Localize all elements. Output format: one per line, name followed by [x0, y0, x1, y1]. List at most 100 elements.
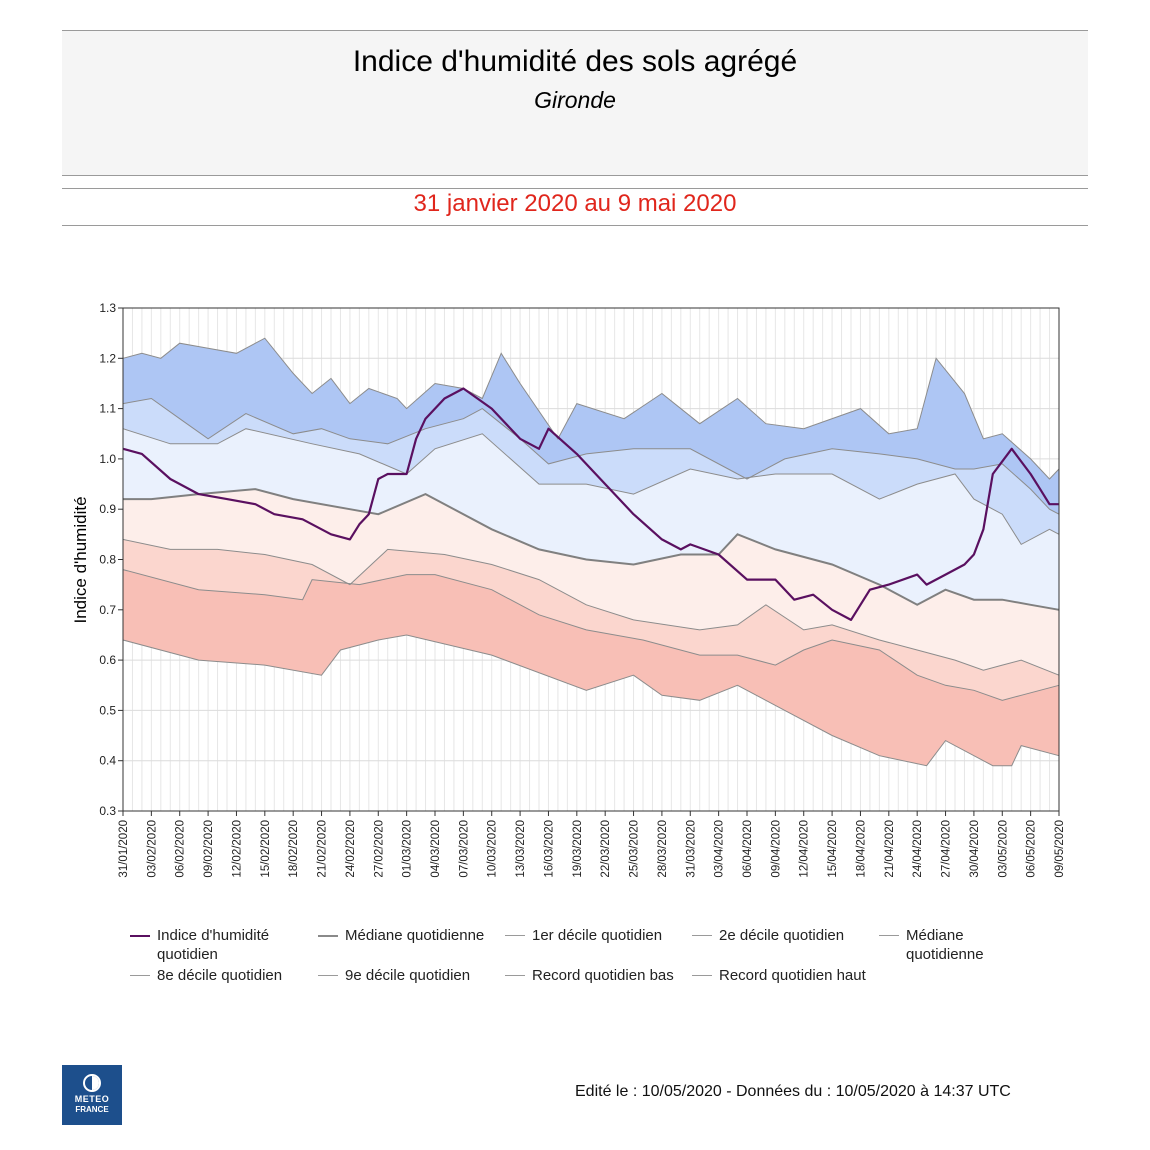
x-tick-label: 24/04/2020	[912, 820, 924, 878]
legend-label: Record quotidien haut	[719, 967, 866, 984]
y-tick-label: 0.9	[99, 502, 116, 516]
x-tick-label: 16/03/2020	[544, 820, 556, 878]
x-tick-label: 12/04/2020	[799, 820, 811, 878]
y-axis-label: Indice d'humidité	[71, 496, 90, 623]
x-tick-label: 15/02/2020	[260, 820, 272, 878]
x-tick-label: 18/04/2020	[856, 820, 868, 878]
meteo-france-logo: METEO FRANCE	[62, 1065, 122, 1125]
band-d2-median	[123, 489, 1059, 676]
x-tick-label: 03/04/2020	[714, 820, 726, 878]
line-median	[123, 488, 1060, 611]
x-tick-label: 09/02/2020	[203, 820, 215, 878]
x-tick-label: 15/04/2020	[827, 820, 839, 878]
legend: Indice d'humidité quotidien Médiane quoti…	[130, 926, 1130, 1016]
line-d2	[122, 538, 1060, 676]
legend-label: 1er décile quotidien	[532, 927, 663, 944]
legend-swatch	[318, 975, 338, 976]
band-median-d8	[123, 428, 1059, 610]
legend-item: Médiane quotidienne	[879, 926, 1009, 964]
legend-item: 2e décile quotidien	[692, 926, 872, 945]
line-d1	[122, 569, 1060, 701]
line-d9	[122, 397, 1060, 515]
chart-title: Indice d'humidité des sols agrégé	[352, 45, 798, 78]
x-tick-label: 06/05/2020	[1026, 820, 1038, 878]
legend-label: Médiane quotidienne	[345, 927, 485, 944]
legend-label: Record quotidien bas	[532, 967, 674, 984]
legend-swatch	[692, 975, 712, 976]
legend-swatch	[318, 935, 338, 937]
line-record_low	[122, 634, 1060, 767]
x-tick-label: 27/02/2020	[373, 820, 385, 878]
legend-item: 1er décile quotidien	[505, 926, 685, 945]
divider	[62, 225, 1088, 226]
legend-item: 8e décile quotidien	[130, 966, 310, 985]
chart-subtitle: Gironde	[534, 87, 616, 113]
legend-swatch	[505, 975, 525, 976]
y-tick-label: 0.7	[99, 603, 116, 617]
x-tick-label: 09/05/2020	[1054, 820, 1066, 878]
band-d9-record-high	[123, 338, 1059, 515]
x-tick-label: 13/03/2020	[515, 820, 527, 878]
legend-item: Indice d'humidité quotidien	[130, 926, 310, 964]
logo-text-line1: METEO	[74, 1094, 110, 1104]
y-tick-label: 0.5	[99, 703, 116, 717]
x-tick-label: 01/03/2020	[402, 820, 414, 878]
x-tick-label: 27/04/2020	[941, 820, 953, 878]
band-record-low-d1	[123, 569, 1059, 766]
y-tick-label: 1.1	[99, 402, 116, 416]
y-tick-label: 0.8	[99, 553, 116, 567]
x-tick-label: 06/04/2020	[742, 820, 754, 878]
y-tick-label: 1.0	[99, 452, 116, 466]
x-tick-label: 21/04/2020	[884, 820, 896, 878]
legend-label: Indice d'humidité quotidien	[157, 927, 270, 963]
divider	[62, 188, 1088, 189]
line-record_high	[122, 337, 1060, 480]
x-tick-label: 03/05/2020	[997, 820, 1009, 878]
title-panel: Indice d'humidité des sols agrégé Girond…	[62, 30, 1088, 176]
edition-footer: Edité le : 10/05/2020 - Données du : 10/…	[575, 1083, 1011, 1100]
line-d8	[122, 428, 1060, 546]
x-tick-label: 10/03/2020	[487, 820, 499, 878]
x-tick-label: 24/02/2020	[345, 820, 357, 878]
y-tick-label: 0.4	[99, 754, 116, 768]
axes: 0.3 0.4 0.5 0.6 0.7 0.8 0.9 1.0 1.1 1.2 1.3 31/01/2…	[99, 301, 1066, 878]
line-moisture-index	[122, 387, 1059, 621]
band-d1-d2	[123, 539, 1059, 701]
legend-item: 9e décile quotidien	[318, 966, 498, 985]
legend-swatch	[130, 935, 150, 937]
y-tick-label: 1.3	[99, 301, 116, 315]
logo-text-line2: FRANCE	[75, 1105, 109, 1114]
x-tick-label: 03/02/2020	[146, 820, 158, 878]
x-tick-label: 31/01/2020	[118, 820, 130, 878]
legend-label: 8e décile quotidien	[157, 967, 283, 984]
legend-item: Record quotidien haut	[692, 966, 872, 985]
x-tick-label: 21/02/2020	[317, 820, 329, 878]
x-tick-label: 25/03/2020	[629, 820, 641, 878]
y-tick-label: 1.2	[99, 351, 116, 365]
legend-swatch	[130, 975, 150, 976]
legend-swatch	[505, 935, 525, 936]
x-tick-label: 28/03/2020	[657, 820, 669, 878]
band-d8-d9	[123, 398, 1059, 545]
x-tick-label: 19/03/2020	[572, 820, 584, 878]
legend-label: Médiane quotidienne	[906, 927, 984, 963]
legend-label: 9e décile quotidien	[345, 967, 471, 984]
date-range: 31 janvier 2020 au 9 mai 2020	[413, 190, 737, 217]
legend-label: 2e décile quotidien	[719, 927, 845, 944]
percentile-bands	[123, 338, 1059, 766]
x-tick-label: 22/03/2020	[600, 820, 612, 878]
logo-icon	[83, 1074, 101, 1092]
x-tick-label: 18/02/2020	[288, 820, 300, 878]
x-tick-label: 30/04/2020	[969, 820, 981, 878]
x-tick-label: 04/03/2020	[430, 820, 442, 878]
chart: 0.3 0.4 0.5 0.6 0.7 0.8 0.9 1.0 1.1 1.2 1.3 31/01/2…	[71, 301, 1066, 878]
x-tick-label: 12/02/2020	[232, 820, 244, 878]
x-tick-label: 09/04/2020	[770, 820, 782, 878]
series-lines	[122, 337, 1060, 767]
legend-item: Médiane quotidienne	[318, 926, 498, 945]
x-tick-label: 31/03/2020	[685, 820, 697, 878]
legend-swatch	[879, 935, 899, 936]
y-tick-label: 0.3	[99, 804, 116, 818]
x-tick-label: 06/02/2020	[175, 820, 187, 878]
legend-swatch	[692, 935, 712, 936]
